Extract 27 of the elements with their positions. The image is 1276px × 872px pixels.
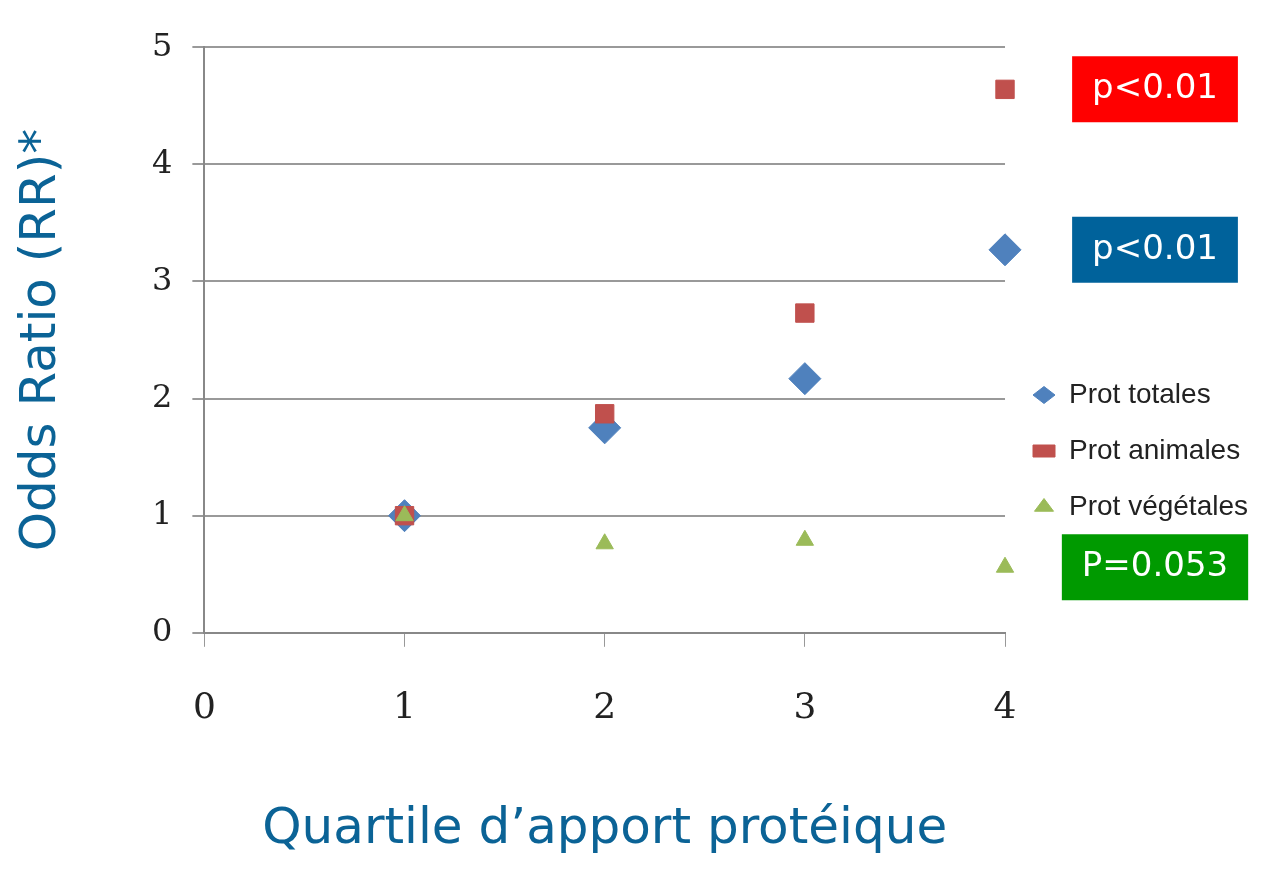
text: p<0.01 <box>1092 226 1218 267</box>
x-tick-label: 3 <box>793 684 817 726</box>
point <box>594 404 615 424</box>
y-tick-label: 0 <box>152 611 173 650</box>
y-axis-title: Odds Ratio (RR)* <box>8 128 67 552</box>
y-tick-label: 3 <box>152 259 173 298</box>
point <box>995 79 1015 100</box>
legend-label: Prot totales <box>1069 377 1211 409</box>
point <box>595 533 614 550</box>
x-axis-title: Quartile d’apport protéique <box>262 796 948 855</box>
text: P=0.053 <box>1081 544 1229 585</box>
y-tick-label: 2 <box>152 376 173 415</box>
x-tick-label: 0 <box>192 684 216 726</box>
text: p<0.01 <box>1092 66 1218 107</box>
point <box>795 303 815 323</box>
legend-label: Prot animales <box>1069 433 1241 465</box>
point <box>795 529 815 546</box>
point <box>988 233 1022 267</box>
x-tick-label: 1 <box>393 684 416 726</box>
y-tick-label: 4 <box>152 142 173 181</box>
legend-label: Prot végétales <box>1069 489 1249 521</box>
point <box>788 362 822 396</box>
y-tick-label: 5 <box>152 25 173 64</box>
point <box>995 556 1015 573</box>
y-tick-label: 1 <box>152 493 173 532</box>
x-tick-label: 2 <box>593 684 617 726</box>
x-tick-label: 4 <box>993 684 1017 726</box>
